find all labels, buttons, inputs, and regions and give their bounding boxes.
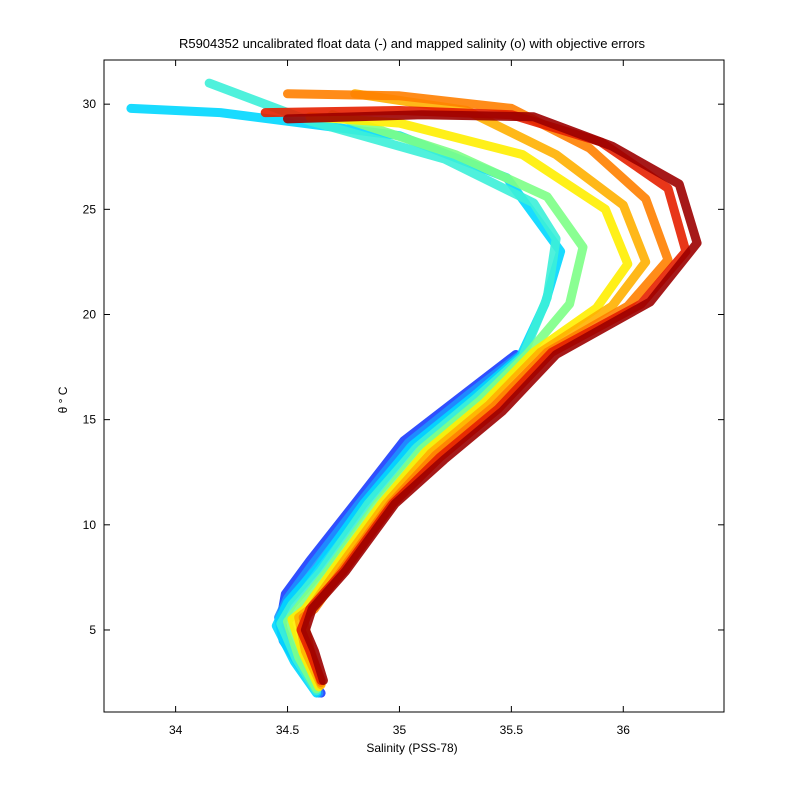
x-tick-label: 35.5 xyxy=(500,723,524,737)
x-axis: 34 34.5 35 35.5 36 xyxy=(169,60,630,737)
x-tick-label: 34 xyxy=(169,723,183,737)
y-tick-label: 20 xyxy=(83,307,97,321)
y-axis-label: θ ° C xyxy=(56,386,70,413)
series-line-10 xyxy=(283,110,702,685)
y-tick-label: 30 xyxy=(83,97,97,111)
x-tick-label: 35 xyxy=(393,723,407,737)
x-axis-label: Salinity (PSS-78) xyxy=(366,741,457,755)
plot-frame xyxy=(103,59,725,713)
y-tick-label: 5 xyxy=(89,623,96,637)
series-line-5 xyxy=(283,110,588,694)
x-tick-label: 36 xyxy=(617,723,631,737)
series-layer xyxy=(126,78,702,698)
y-axis: 5 10 15 20 25 30 xyxy=(83,97,724,637)
y-tick-label: 25 xyxy=(83,202,97,216)
x-tick-label: 34.5 xyxy=(276,723,300,737)
y-tick-label: 10 xyxy=(83,518,97,532)
y-tick-label: 15 xyxy=(83,413,97,427)
chart-title: R5904352 uncalibrated float data (-) and… xyxy=(179,36,646,51)
